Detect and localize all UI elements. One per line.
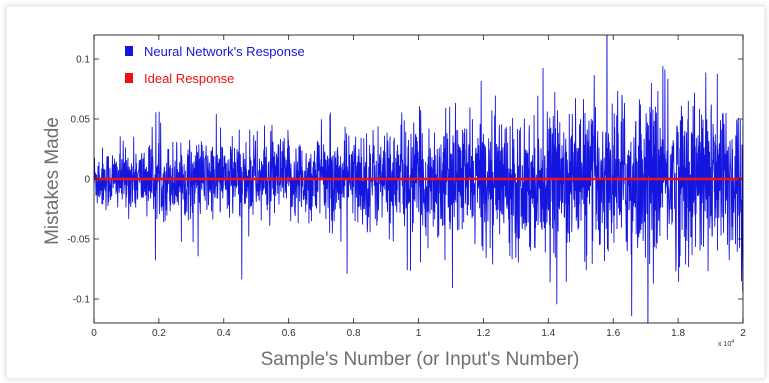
legend: Neural Network's Response Ideal Response [125, 44, 305, 86]
x-tick-label: 1.8 [671, 328, 685, 339]
x-tick-label: 0.8 [347, 328, 361, 339]
x-tick-label: 1.4 [541, 328, 555, 339]
y-tick-label: 0.1 [76, 55, 90, 66]
x-tick-label: 0.2 [152, 328, 166, 339]
y-tick-labels: 0.1 0.05 0 -0.05 -0.1 [67, 55, 90, 306]
x-axis-title: Sample's Number (or Input's Number) [261, 349, 580, 370]
x-tick-label: 1.6 [606, 328, 620, 339]
y-tick-label: -0.1 [73, 295, 91, 306]
x-axis-multiplier: x 104 [718, 339, 734, 348]
x-tick-label: 1.2 [476, 328, 490, 339]
x-tick-label: 0.6 [282, 328, 296, 339]
y-tick-label: -0.05 [67, 235, 90, 246]
x-tick-label: 2 [740, 328, 746, 339]
y-axis-title: Mistakes Made [42, 117, 63, 245]
y-tick-label: 0 [84, 175, 90, 186]
x-multiplier-base: x 10 [718, 341, 731, 348]
x-tick-labels: 0 0.2 0.4 0.6 0.8 1 1.2 1.4 1.6 1.8 2 [91, 328, 746, 339]
legend-swatch-ideal [125, 73, 133, 83]
axis-ticks [93, 35, 744, 323]
neural-network-line [94, 35, 743, 323]
x-tick-label: 0 [91, 328, 97, 339]
legend-label-neural-network: Neural Network's Response [144, 44, 305, 59]
x-tick-label: 1 [416, 328, 422, 339]
y-tick-label: 0.05 [71, 115, 91, 126]
neural-network-series [94, 35, 743, 323]
legend-label-ideal: Ideal Response [144, 71, 234, 86]
x-tick-label: 0.4 [217, 328, 231, 339]
legend-swatch-neural-network [125, 46, 133, 56]
x-multiplier-exponent: 4 [731, 339, 734, 345]
